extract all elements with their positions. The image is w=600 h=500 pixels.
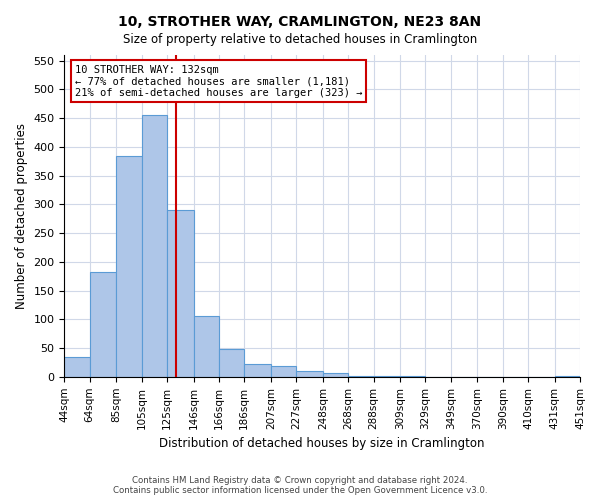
Bar	[219, 349, 244, 377]
Y-axis label: Number of detached properties: Number of detached properties	[15, 123, 28, 309]
Bar	[400, 376, 425, 377]
Bar	[142, 116, 167, 377]
Bar	[348, 376, 374, 377]
X-axis label: Distribution of detached houses by size in Cramlington: Distribution of detached houses by size …	[160, 437, 485, 450]
Text: 10, STROTHER WAY, CRAMLINGTON, NE23 8AN: 10, STROTHER WAY, CRAMLINGTON, NE23 8AN	[118, 15, 482, 29]
Bar	[271, 366, 296, 377]
Bar	[90, 272, 116, 377]
Bar	[64, 356, 90, 377]
Bar	[554, 376, 580, 377]
Bar	[323, 374, 348, 377]
Bar	[296, 371, 323, 377]
Text: Size of property relative to detached houses in Cramlington: Size of property relative to detached ho…	[123, 32, 477, 46]
Text: Contains HM Land Registry data © Crown copyright and database right 2024.
Contai: Contains HM Land Registry data © Crown c…	[113, 476, 487, 495]
Bar	[244, 364, 271, 377]
Bar	[116, 156, 142, 377]
Bar	[194, 316, 219, 377]
Text: 10 STROTHER WAY: 132sqm
← 77% of detached houses are smaller (1,181)
21% of semi: 10 STROTHER WAY: 132sqm ← 77% of detache…	[75, 64, 362, 98]
Bar	[374, 376, 400, 377]
Bar	[167, 210, 194, 377]
